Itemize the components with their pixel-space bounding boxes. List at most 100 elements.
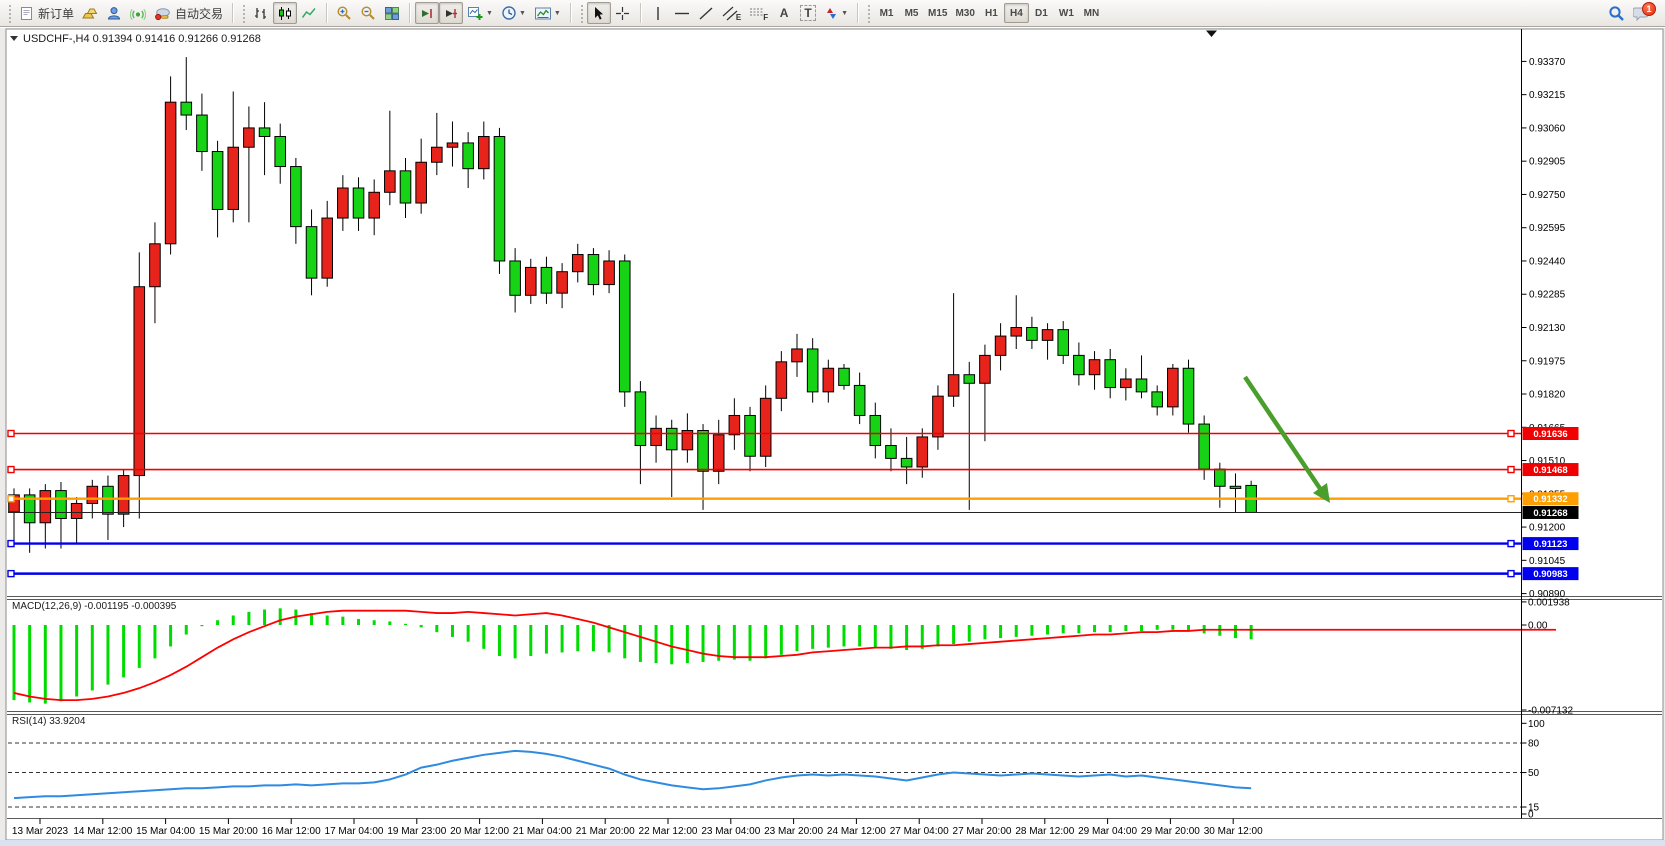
- fibonacci-button[interactable]: F: [745, 2, 772, 24]
- macd-pane-title: MACD(12,26,9) -0.001195 -0.000395: [12, 601, 177, 612]
- toolbar-grip[interactable]: [241, 3, 247, 23]
- line-handle[interactable]: [1507, 539, 1515, 548]
- tab-timeframe-H4[interactable]: H4: [1003, 3, 1029, 23]
- crosshair-button[interactable]: [611, 2, 635, 24]
- gold-bars-icon: [82, 8, 98, 18]
- line-handle[interactable]: [1507, 465, 1515, 474]
- search-button[interactable]: [1604, 2, 1629, 24]
- shift-marker-icon[interactable]: [1206, 30, 1217, 38]
- clock-icon: [502, 6, 516, 20]
- toolbar-grip[interactable]: [578, 3, 584, 23]
- price-tick-label: 0.92595: [1529, 223, 1566, 234]
- toolbar-grip[interactable]: [866, 3, 872, 23]
- line-handle[interactable]: [1507, 495, 1515, 503]
- arrows-button[interactable]: ▼: [820, 2, 852, 24]
- line-handle[interactable]: [1507, 569, 1515, 578]
- line-handle[interactable]: [1507, 429, 1515, 438]
- history-center-button[interactable]: [78, 2, 102, 24]
- tab-timeframe-M15[interactable]: M15: [928, 7, 948, 19]
- time-tick-label: 24 Mar 12:00: [827, 826, 886, 837]
- price-tick-label: 0.91820: [1529, 390, 1566, 401]
- trendline-button[interactable]: [694, 2, 718, 24]
- line-handle[interactable]: [7, 495, 15, 503]
- zoom-out-button[interactable]: [356, 2, 380, 24]
- tab-timeframe-W1[interactable]: W1: [1058, 7, 1074, 19]
- tab-timeframe-M5[interactable]: M5: [904, 7, 919, 19]
- line-handle[interactable]: [7, 429, 15, 438]
- auto-scroll-button[interactable]: [415, 2, 440, 24]
- price-label: 0.90983: [1533, 569, 1567, 580]
- price-label-box: [1522, 567, 1579, 581]
- templates-button[interactable]: ▼: [530, 2, 565, 24]
- candle-body: [337, 187, 349, 219]
- vertical-line-button[interactable]: [646, 2, 670, 24]
- equidistant-channel-button[interactable]: E: [718, 2, 745, 24]
- macd-tick-label: 0.00: [1528, 621, 1548, 632]
- time-tick-label: 15 Mar 04:00: [136, 826, 195, 837]
- cursor-arrow-icon: [595, 6, 604, 20]
- candle-body: [665, 427, 678, 451]
- cursor-button[interactable]: [586, 2, 611, 24]
- tab-timeframe-M30[interactable]: M30: [955, 7, 975, 19]
- signal-icon: [130, 8, 147, 20]
- price-label: 0.91468: [1533, 465, 1567, 476]
- candle-body: [806, 348, 819, 393]
- candle-body: [1167, 367, 1179, 408]
- candle-body: [133, 286, 146, 477]
- toolbar-separator: [639, 3, 641, 23]
- zoom-in-button[interactable]: [332, 2, 356, 24]
- price-label: 0.91332: [1533, 494, 1567, 505]
- community-button[interactable]: [102, 2, 126, 24]
- tab-timeframe-MN[interactable]: MN: [1083, 7, 1100, 19]
- horizontal-line-button[interactable]: [670, 2, 694, 24]
- candle-body: [587, 254, 600, 286]
- chart-shift-button[interactable]: [439, 2, 464, 24]
- line-chart-button[interactable]: [297, 2, 321, 24]
- candle-body: [603, 260, 615, 286]
- candle-body: [744, 414, 756, 457]
- chart-canvas[interactable]: 0.93370 0.93215 0.93060 0.92905 0.92750 0.925…: [0, 28, 1665, 846]
- bar-chart-button[interactable]: [249, 2, 273, 24]
- text-button[interactable]: A: [772, 2, 796, 24]
- candle-body: [368, 191, 380, 219]
- toolbar-grip[interactable]: [7, 3, 12, 23]
- dropdown-arrow-icon: ▼: [841, 9, 849, 17]
- notifications-button[interactable]: 1: [1629, 2, 1656, 24]
- candle-body: [243, 127, 255, 148]
- indicators-button[interactable]: ▼: [463, 2, 497, 24]
- autotrade-button[interactable]: 自动交易: [150, 2, 227, 24]
- rsi-tick-label: 0: [1528, 810, 1534, 821]
- macd-tick-label: 0.001938: [1528, 597, 1570, 608]
- trend-arrow-head[interactable]: [1313, 483, 1330, 503]
- tile-windows-button[interactable]: [380, 2, 404, 24]
- line-handle[interactable]: [7, 465, 15, 474]
- autotrade-label: 自动交易: [175, 6, 224, 21]
- line-handle[interactable]: [7, 539, 15, 548]
- new-order-button[interactable]: 新订单: [15, 2, 78, 24]
- tab-timeframe-H1[interactable]: H1: [985, 7, 998, 19]
- chart-title-collapse-icon[interactable]: [10, 36, 18, 41]
- tab-timeframe-D1[interactable]: D1: [1035, 7, 1048, 19]
- candlestick-chart-button[interactable]: [273, 2, 298, 24]
- candlestick-icon: [279, 6, 292, 20]
- signals-button[interactable]: [126, 2, 150, 24]
- periods-button[interactable]: ▼: [497, 2, 530, 24]
- candle-body: [556, 271, 568, 294]
- line-chart-icon: [301, 7, 316, 18]
- line-handle[interactable]: [7, 569, 15, 578]
- candle-body: [540, 266, 553, 294]
- label-tool-label: T: [800, 5, 816, 21]
- candle-body: [712, 434, 725, 472]
- tab-timeframe-M1[interactable]: M1: [879, 7, 894, 19]
- new-order-icon: [21, 6, 32, 20]
- time-tick-label: 29 Mar 04:00: [1078, 826, 1137, 837]
- trend-arrow[interactable]: [1243, 375, 1323, 492]
- toolbar: 新订单 自动交易: [0, 0, 1665, 27]
- candle-body: [916, 436, 929, 468]
- candle-body: [1229, 485, 1242, 489]
- fibonacci-icon: [750, 8, 764, 15]
- candle-body: [227, 146, 240, 210]
- text-label-button[interactable]: T: [796, 2, 820, 24]
- candle-body: [1151, 391, 1163, 408]
- profile-person-icon: [108, 6, 121, 19]
